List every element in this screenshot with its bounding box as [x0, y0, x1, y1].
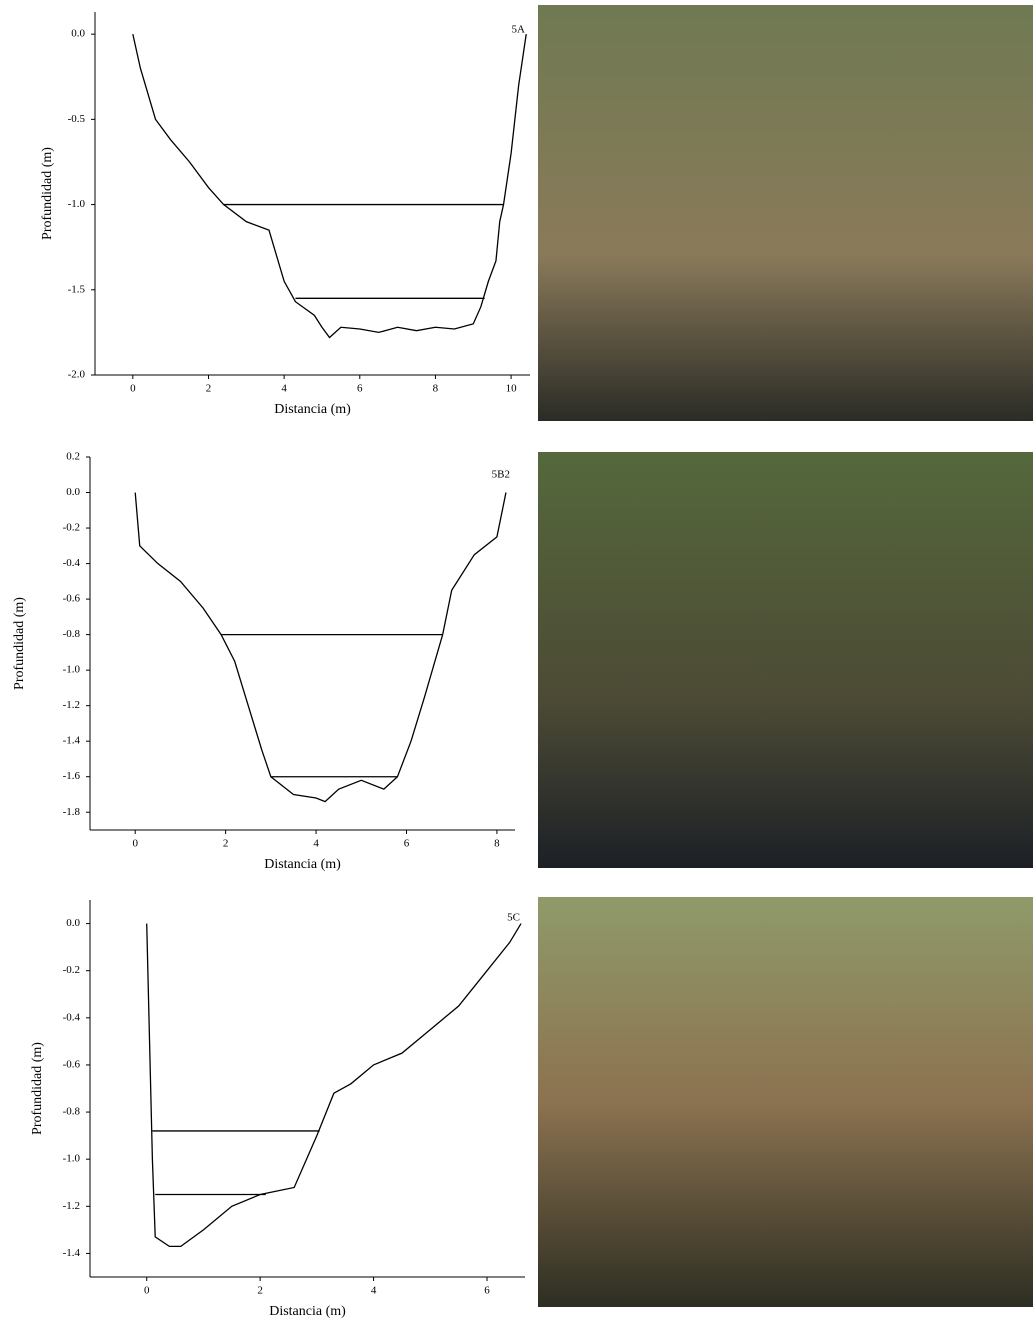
y-axis-label: Profundidad (m) [12, 597, 27, 690]
y-tick-label: -1.0 [68, 198, 86, 210]
y-tick-label: -1.6 [63, 770, 81, 782]
x-tick-label: 8 [494, 838, 500, 850]
y-tick-label: -0.8 [63, 628, 81, 640]
x-tick-label: 0 [144, 1285, 150, 1297]
profile-line [134, 492, 507, 803]
y-tick-label: 0.2 [66, 451, 80, 463]
y-tick-label: -1.5 [68, 283, 86, 295]
y-axis-label: Profundidad (m) [40, 147, 55, 240]
y-tick-label: -2.0 [68, 369, 86, 381]
y-tick-label: -1.2 [63, 699, 80, 711]
y-tick-label: -0.2 [63, 964, 80, 976]
y-tick-label: -0.2 [63, 522, 80, 534]
photo [538, 5, 1033, 421]
y-tick-label: -1.4 [63, 1247, 81, 1259]
panel-label: 5A [512, 24, 526, 36]
x-tick-label: 0 [132, 838, 138, 850]
profile-line [146, 923, 522, 1248]
y-tick-label: -0.6 [63, 1058, 81, 1070]
panel-label: 5C [507, 912, 520, 924]
profile-line [132, 34, 527, 339]
x-tick-label: 6 [484, 1285, 490, 1297]
y-tick-label: -1.4 [63, 735, 81, 747]
y-tick-label: 0.0 [66, 917, 80, 929]
y-tick-label: 0.0 [71, 28, 85, 40]
y-tick-label: -1.2 [63, 1200, 80, 1212]
photo [538, 452, 1033, 868]
y-tick-label: -0.4 [63, 557, 81, 569]
y-axis-label: Profundidad (m) [30, 1042, 45, 1135]
x-tick-label: 10 [506, 383, 518, 395]
photo [538, 897, 1033, 1307]
x-tick-label: 4 [281, 383, 287, 395]
y-tick-label: 0.0 [66, 486, 80, 498]
y-tick-label: -1.0 [63, 664, 81, 676]
x-tick-label: 2 [206, 383, 212, 395]
x-tick-label: 4 [313, 838, 319, 850]
x-tick-label: 8 [433, 383, 439, 395]
x-tick-label: 4 [371, 1285, 377, 1297]
y-tick-label: -0.6 [63, 593, 81, 605]
x-tick-label: 6 [357, 383, 363, 395]
panel-label: 5B2 [492, 469, 510, 481]
y-tick-label: -0.8 [63, 1106, 81, 1118]
y-tick-label: -1.8 [63, 806, 81, 818]
y-tick-label: -1.0 [63, 1153, 81, 1165]
x-tick-label: 6 [404, 838, 410, 850]
x-axis-label: Distancia (m) [274, 402, 351, 417]
x-axis-label: Distancia (m) [264, 857, 341, 872]
x-tick-label: 2 [257, 1285, 263, 1297]
y-tick-label: -0.4 [63, 1011, 81, 1023]
x-axis-label: Distancia (m) [269, 1304, 346, 1319]
x-tick-label: 2 [223, 838, 229, 850]
x-tick-label: 0 [130, 383, 136, 395]
y-tick-label: -0.5 [68, 113, 86, 125]
